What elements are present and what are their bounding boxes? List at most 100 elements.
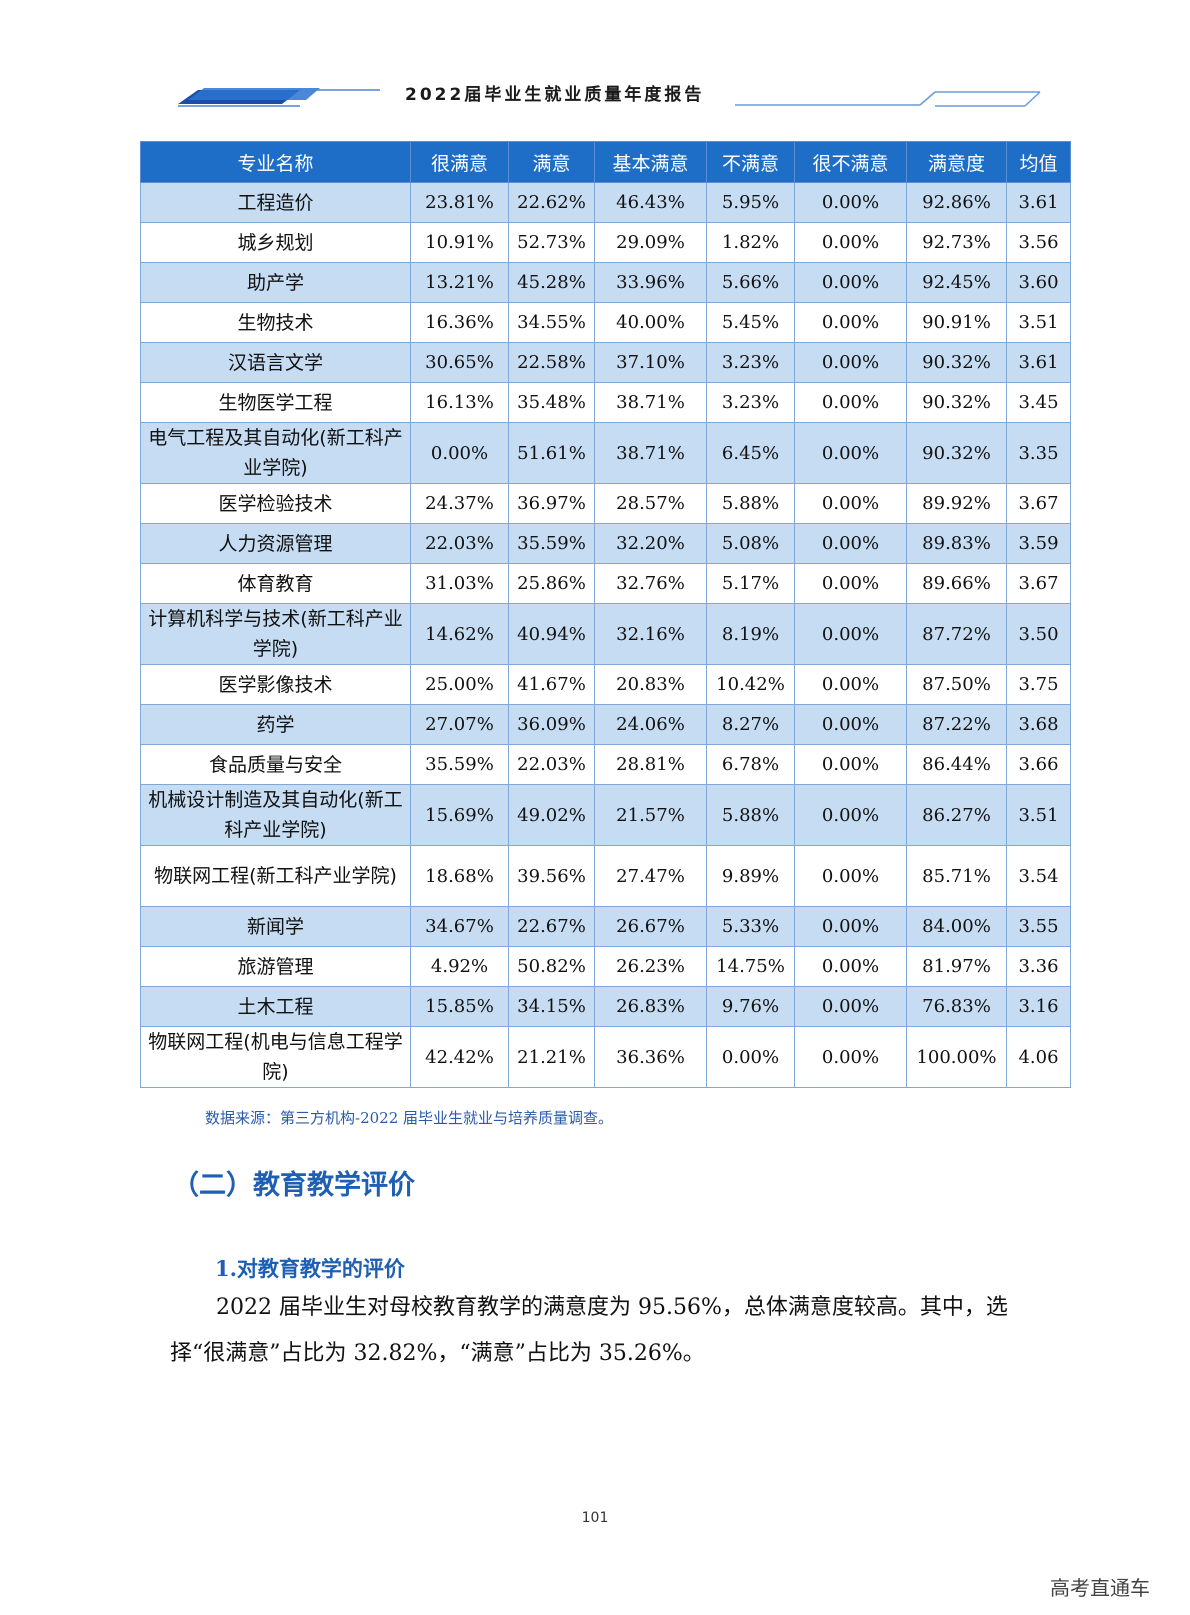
table-row: 助产学 13.21% 45.28% 33.96% 5.66% 0.00% 92.45% 3.6… [140, 262, 1071, 303]
value-cell: 46.43% [594, 182, 707, 223]
value-cell: 4.92% [410, 946, 509, 987]
value-cell: 0.00% [706, 1026, 795, 1088]
value-cell: 3.16 [1006, 986, 1071, 1027]
value-cell: 5.33% [706, 906, 795, 947]
value-cell: 89.83% [906, 523, 1007, 564]
value-cell: 3.75 [1006, 664, 1071, 705]
value-cell: 85.71% [906, 845, 1007, 907]
body-paragraph: 2022 届毕业生对母校教育教学的满意度为 95.56%，总体满意度较高。其中，… [170, 1295, 1008, 1366]
value-cell: 3.68 [1006, 704, 1071, 745]
value-cell: 92.73% [906, 222, 1007, 263]
value-cell: 28.81% [594, 744, 707, 785]
value-cell: 29.09% [594, 222, 707, 263]
value-cell: 42.42% [410, 1026, 509, 1088]
value-cell: 49.02% [508, 784, 595, 846]
header-decoration-graphic [178, 88, 1041, 107]
value-cell: 0.00% [794, 563, 907, 604]
value-cell: 0.00% [794, 603, 907, 665]
value-cell: 27.07% [410, 704, 509, 745]
value-cell: 34.67% [410, 906, 509, 947]
value-cell: 35.59% [410, 744, 509, 785]
value-cell: 3.54 [1006, 845, 1071, 907]
value-cell: 84.00% [906, 906, 1007, 947]
header-major: 专业名称 [140, 141, 411, 183]
value-cell: 32.76% [594, 563, 707, 604]
major-name-cell: 生物技术 [140, 302, 411, 343]
value-cell: 36.97% [508, 483, 595, 524]
value-cell: 22.03% [508, 744, 595, 785]
table-row: 药学 27.07% 36.09% 24.06% 8.27% 0.00% 87.22% 3.68 [140, 704, 1071, 745]
value-cell: 40.94% [508, 603, 595, 665]
major-name-cell: 土木工程 [140, 986, 411, 1027]
value-cell: 3.60 [1006, 262, 1071, 303]
value-cell: 27.47% [594, 845, 707, 907]
value-cell: 0.00% [794, 382, 907, 423]
value-cell: 18.68% [410, 845, 509, 907]
value-cell: 20.83% [594, 664, 707, 705]
header-basically-satisfied: 基本满意 [594, 141, 707, 183]
value-cell: 0.00% [794, 302, 907, 343]
value-cell: 21.21% [508, 1026, 595, 1088]
table-header-row: 专业名称 很满意 满意 基本满意 不满意 很不满意 满意度 均值 [140, 141, 1071, 183]
value-cell: 3.23% [706, 382, 795, 423]
subheading: 1.对教育教学的评价 [215, 1256, 405, 1281]
value-cell: 21.57% [594, 784, 707, 846]
value-cell: 3.67 [1006, 563, 1071, 604]
value-cell: 1.82% [706, 222, 795, 263]
table-row: 人力资源管理 22.03% 35.59% 32.20% 5.08% 0.00% 89.83%… [140, 523, 1071, 564]
value-cell: 0.00% [794, 906, 907, 947]
value-cell: 8.27% [706, 704, 795, 745]
table-row: 医学影像技术 25.00% 41.67% 20.83% 10.42% 0.00% 87.50… [140, 664, 1071, 705]
value-cell: 5.88% [706, 483, 795, 524]
value-cell: 22.58% [508, 342, 595, 383]
value-cell: 35.48% [508, 382, 595, 423]
value-cell: 3.56 [1006, 222, 1071, 263]
value-cell: 3.67 [1006, 483, 1071, 524]
value-cell: 0.00% [794, 784, 907, 846]
header-very-dissatisfied: 很不满意 [794, 141, 907, 183]
value-cell: 0.00% [794, 744, 907, 785]
header-title: 2022届毕业生就业质量年度报告 [405, 85, 705, 105]
value-cell: 89.66% [906, 563, 1007, 604]
value-cell: 24.37% [410, 483, 509, 524]
value-cell: 26.67% [594, 906, 707, 947]
value-cell: 3.61 [1006, 182, 1071, 223]
value-cell: 45.28% [508, 262, 595, 303]
value-cell: 5.88% [706, 784, 795, 846]
value-cell: 0.00% [794, 1026, 907, 1088]
value-cell: 28.57% [594, 483, 707, 524]
value-cell: 8.19% [706, 603, 795, 665]
value-cell: 0.00% [794, 342, 907, 383]
value-cell: 26.83% [594, 986, 707, 1027]
major-name-cell: 药学 [140, 704, 411, 745]
value-cell: 5.17% [706, 563, 795, 604]
value-cell: 0.00% [794, 182, 907, 223]
value-cell: 0.00% [794, 222, 907, 263]
value-cell: 0.00% [794, 664, 907, 705]
major-name-cell: 体育教育 [140, 563, 411, 604]
value-cell: 0.00% [794, 845, 907, 907]
header-very-satisfied: 很满意 [410, 141, 509, 183]
value-cell: 3.59 [1006, 523, 1071, 564]
value-cell: 3.66 [1006, 744, 1071, 785]
value-cell: 4.06 [1006, 1026, 1071, 1088]
value-cell: 32.16% [594, 603, 707, 665]
satisfaction-table: 专业名称 很满意 满意 基本满意 不满意 很不满意 满意度 均值 工程造价 23.… [140, 141, 1071, 1088]
major-name-cell: 旅游管理 [140, 946, 411, 987]
value-cell: 10.42% [706, 664, 795, 705]
header-satisfaction-rate: 满意度 [906, 141, 1007, 183]
major-name-cell: 医学检验技术 [140, 483, 411, 524]
value-cell: 16.13% [410, 382, 509, 423]
value-cell: 86.44% [906, 744, 1007, 785]
value-cell: 37.10% [594, 342, 707, 383]
value-cell: 6.78% [706, 744, 795, 785]
value-cell: 5.08% [706, 523, 795, 564]
value-cell: 15.69% [410, 784, 509, 846]
major-name-cell: 人力资源管理 [140, 523, 411, 564]
value-cell: 81.97% [906, 946, 1007, 987]
value-cell: 92.45% [906, 262, 1007, 303]
data-source-note: 数据来源：第三方机构-2022 届毕业生就业与培养质量调查。 [205, 1109, 614, 1127]
value-cell: 87.50% [906, 664, 1007, 705]
value-cell: 3.36 [1006, 946, 1071, 987]
value-cell: 0.00% [410, 422, 509, 484]
